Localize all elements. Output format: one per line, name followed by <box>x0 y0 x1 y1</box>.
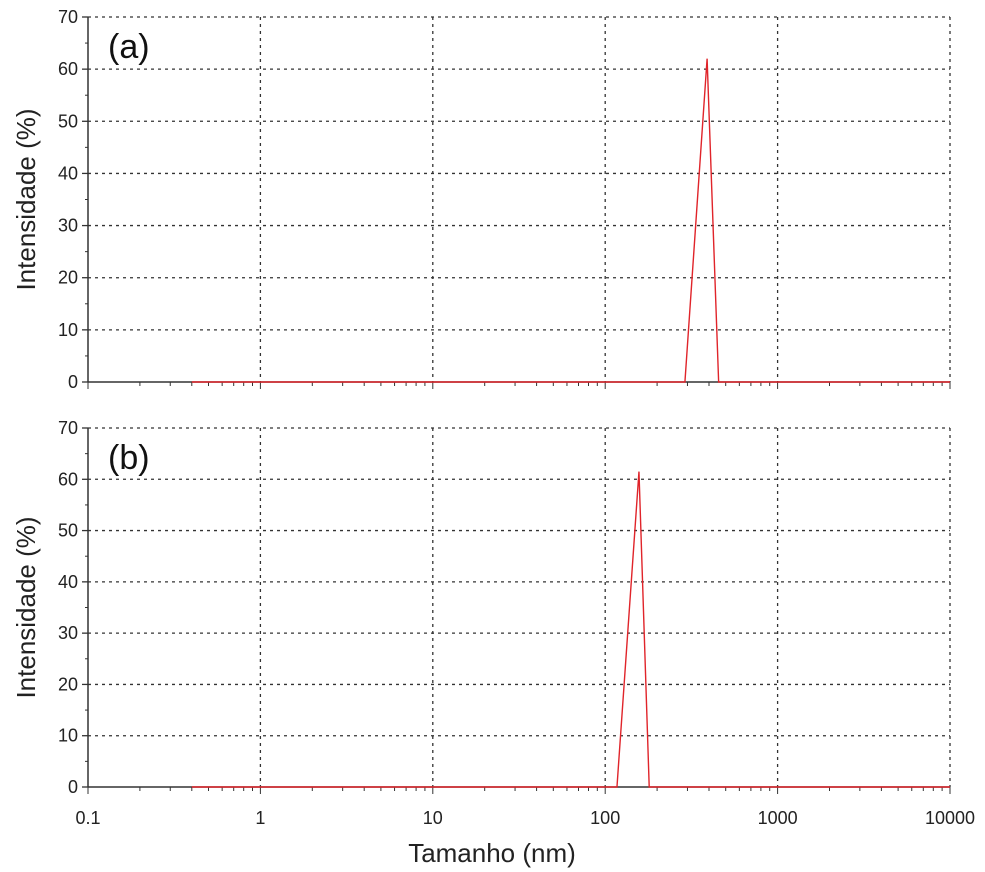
y-tick-label: 60 <box>58 469 78 489</box>
y-tick-label: 10 <box>58 320 78 340</box>
x-tick-label: 10 <box>423 808 443 828</box>
y-tick-label: 40 <box>58 572 78 592</box>
y-tick-label: 30 <box>58 216 78 236</box>
x-axis-label: Tamanho (nm) <box>408 838 576 868</box>
x-tick-label: 0.1 <box>75 808 100 828</box>
y-tick-label: 20 <box>58 674 78 694</box>
series-line <box>191 58 950 383</box>
y-axis-label: Intensidade (%) <box>11 108 41 290</box>
y-tick-label: 60 <box>58 59 78 79</box>
y-tick-label: 10 <box>58 726 78 746</box>
panel-label: (b) <box>108 439 150 477</box>
x-axis-tick-labels: 0.1 1 10 100 1000 10000 <box>75 808 975 828</box>
panel-b: 0 10 20 30 40 50 60 70 (b) Intensidade (%) <box>11 418 951 797</box>
panel-label: (a) <box>108 28 150 66</box>
panel-a: 0 10 20 30 40 50 60 70 (a) Intensidade (%) <box>11 7 951 392</box>
y-axis-label: Intensidade (%) <box>11 516 41 698</box>
y-tick-label: 70 <box>58 7 78 27</box>
y-tick-label: 0 <box>68 777 78 797</box>
y-tick-label: 0 <box>68 372 78 392</box>
y-tick-label: 40 <box>58 163 78 183</box>
x-tick-label: 100 <box>590 808 620 828</box>
series-line <box>191 471 950 788</box>
y-tick-label: 70 <box>58 418 78 438</box>
y-tick-label: 20 <box>58 268 78 288</box>
y-tick-label: 50 <box>58 111 78 131</box>
x-tick-label: 10000 <box>925 808 975 828</box>
y-tick-label: 50 <box>58 521 78 541</box>
x-tick-label: 1000 <box>758 808 798 828</box>
x-tick-label: 1 <box>255 808 265 828</box>
y-tick-label: 30 <box>58 623 78 643</box>
